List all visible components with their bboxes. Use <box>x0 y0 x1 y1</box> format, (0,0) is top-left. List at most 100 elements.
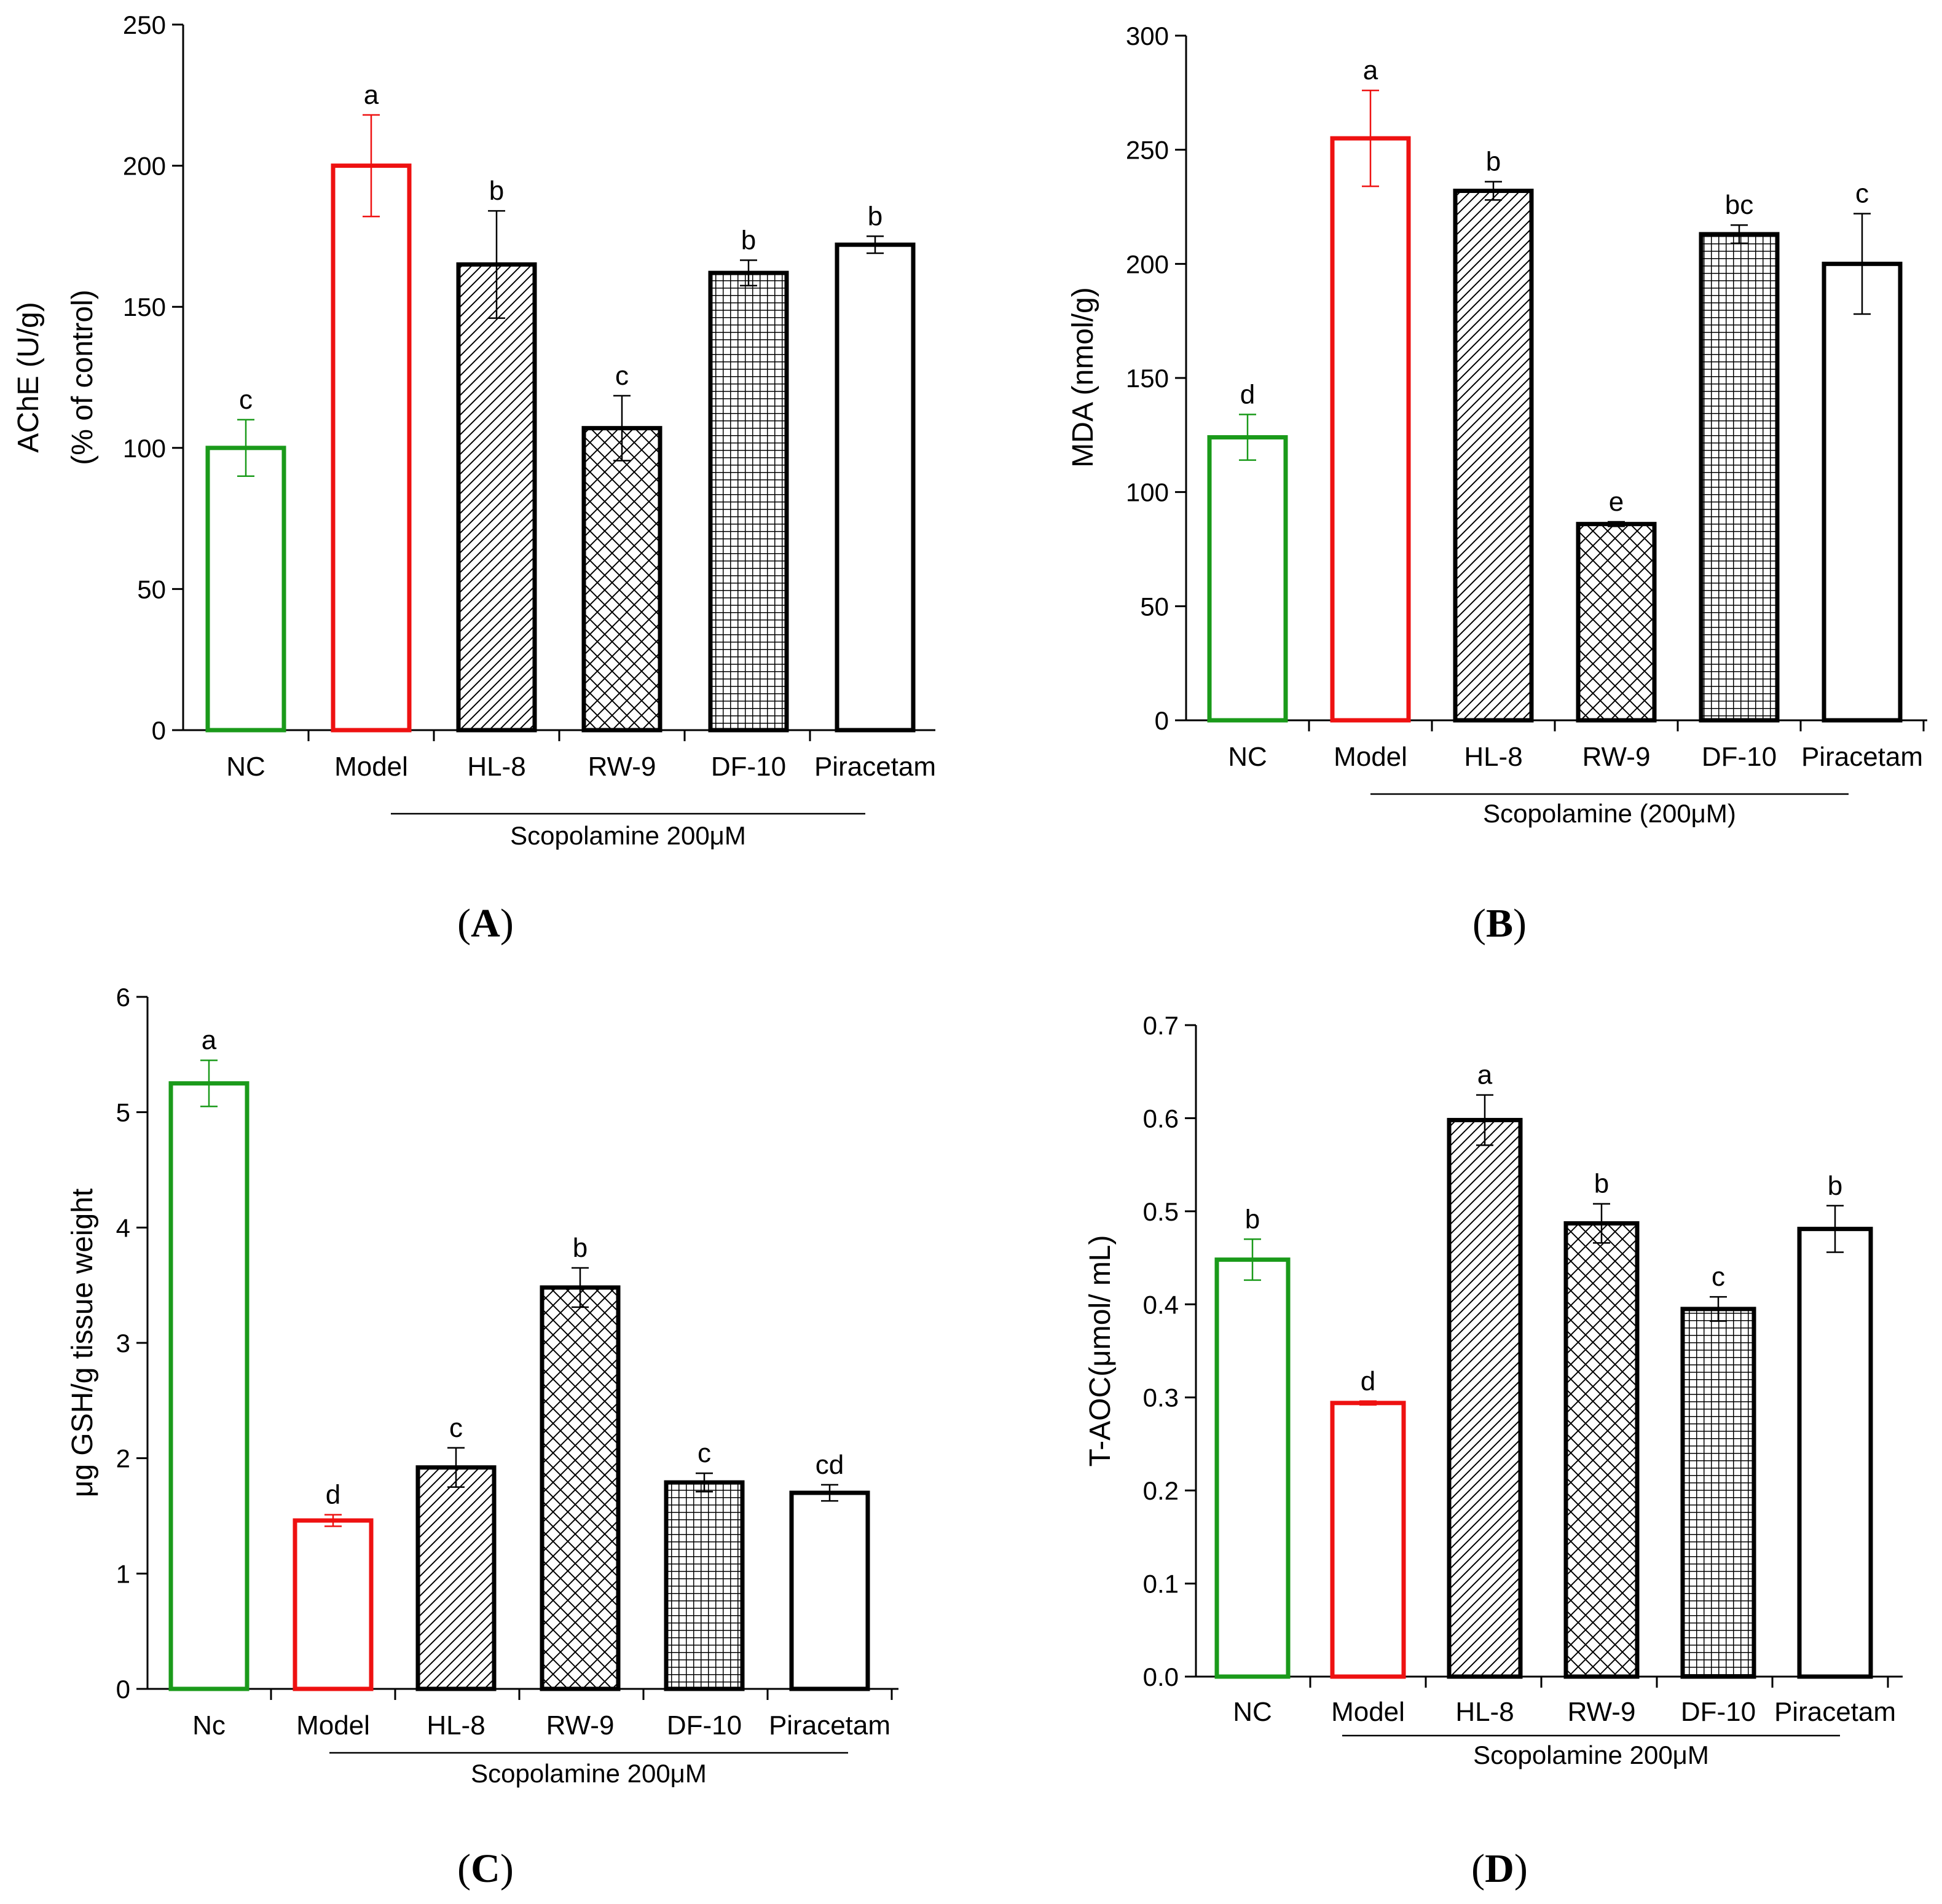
significance-letter: b <box>1486 147 1501 177</box>
panel-b: 0 50 100 150 200 250 300 d NC a Model b HL-8 e RW-9 bc D… <box>1067 22 1927 946</box>
bar-rw-9 <box>540 1285 621 1691</box>
y-axis-title: MDA (nmol/g) <box>1067 287 1099 467</box>
y-tick-label: 5 <box>116 1098 130 1127</box>
significance-letter: b <box>741 225 756 255</box>
significance-letter: c <box>449 1413 463 1443</box>
x-tick-label: Piracetam <box>1801 742 1923 772</box>
x-tick-label: Piracetam <box>1774 1697 1896 1727</box>
x-tick-label: DF-10 <box>1681 1697 1756 1727</box>
bar-model <box>293 1518 374 1691</box>
y-tick-label: 0.6 <box>1143 1104 1179 1133</box>
x-tick-label: Model <box>296 1710 370 1741</box>
bar-nc <box>1214 1257 1291 1679</box>
x-tick-label: HL-8 <box>1464 742 1522 772</box>
significance-letter: c <box>1855 179 1869 209</box>
y-tick-label: 3 <box>116 1329 130 1358</box>
x-tick-label: HL-8 <box>467 752 525 782</box>
panel-label: (D) <box>1471 1846 1528 1891</box>
x-tick-label: NC <box>1228 742 1267 772</box>
y-tick-label: 100 <box>123 434 166 463</box>
bar-nc <box>1207 435 1288 723</box>
y-tick-label: 200 <box>1126 250 1169 278</box>
bar-model <box>331 163 412 733</box>
x-tick-label: DF-10 <box>667 1710 742 1741</box>
panel-label: (B) <box>1472 901 1527 946</box>
significance-letter: a <box>202 1025 217 1055</box>
y-tick-label: 300 <box>1126 22 1169 50</box>
x-tick-label: HL-8 <box>427 1710 485 1741</box>
x-tick-label: Nc <box>192 1710 226 1741</box>
y-tick-label: 6 <box>116 983 130 1012</box>
treatment-label: Scopolamine (200μM) <box>1483 799 1736 828</box>
y-tick-label: 50 <box>1140 592 1169 621</box>
x-tick-label: Model <box>334 752 408 782</box>
x-tick-label: Model <box>1331 1697 1405 1727</box>
bar-df-10 <box>1680 1307 1756 1679</box>
x-tick-label: NC <box>1233 1697 1272 1727</box>
significance-letter: cd <box>816 1450 844 1480</box>
y-tick-label: 200 <box>123 152 166 181</box>
significance-letter: c <box>1712 1262 1725 1292</box>
y-tick-label: 150 <box>1126 364 1169 393</box>
y-tick-label: 100 <box>1126 478 1169 507</box>
x-tick-label: RW-9 <box>1568 1697 1636 1727</box>
significance-letter: b <box>1828 1171 1842 1201</box>
bar-hl-8 <box>1447 1117 1523 1679</box>
bar-piracetam <box>1797 1227 1873 1679</box>
bar-model <box>1330 1401 1406 1679</box>
y-tick-label: 1 <box>116 1559 130 1588</box>
y-tick-label: 0.4 <box>1143 1290 1179 1319</box>
y-tick-label: 0.0 <box>1143 1662 1179 1691</box>
y-tick-label: 0 <box>152 716 166 745</box>
y-tick-label: 0.5 <box>1143 1197 1179 1226</box>
bar-hl-8 <box>1453 189 1534 723</box>
panel-d: 0.0 0.1 0.2 0.3 0.4 0.5 0.6 0.7 b NC d Model a HL-8 b R… <box>1084 1011 1903 1891</box>
bar-df-10 <box>1699 232 1780 723</box>
y-tick-label: 0.2 <box>1143 1476 1179 1505</box>
x-tick-label: NC <box>226 752 265 782</box>
y-axis-title: μg GSH/g tissue weight <box>66 1189 99 1498</box>
x-tick-label: Piracetam <box>814 752 936 782</box>
y-tick-label: 250 <box>123 10 166 39</box>
significance-letter: d <box>326 1480 340 1510</box>
bar-rw-9 <box>581 426 662 733</box>
bar-df-10 <box>664 1480 745 1691</box>
treatment-label: Scopolamine 200μM <box>510 821 746 850</box>
significance-letter: bc <box>1725 190 1753 220</box>
x-tick-label: DF-10 <box>1702 742 1777 772</box>
x-tick-label: HL-8 <box>1455 1697 1514 1727</box>
significance-letter: c <box>239 385 253 415</box>
x-tick-label: RW-9 <box>546 1710 615 1741</box>
bar-df-10 <box>708 270 789 733</box>
bar-nc <box>205 446 286 733</box>
treatment-label: Scopolamine 200μM <box>1473 1741 1709 1769</box>
y-axis-title: AChE (U/g) <box>12 302 45 452</box>
x-tick-label: Piracetam <box>769 1710 890 1741</box>
panel-c: 0 1 2 3 4 5 6 a Nc d Model c HL-8 b RW-9 c DF-10 cd Pirace… <box>66 983 898 1891</box>
y-tick-label: 50 <box>137 575 166 604</box>
significance-letter: b <box>489 176 504 206</box>
panel-label: (C) <box>457 1846 514 1891</box>
bar-piracetam <box>789 1490 870 1691</box>
y-axis-title: T-AOC(μmol/ mL) <box>1084 1235 1117 1467</box>
y-tick-label: 150 <box>123 293 166 321</box>
significance-letter: b <box>573 1233 588 1263</box>
y-tick-label: 0 <box>1155 706 1169 735</box>
x-tick-label: RW-9 <box>1582 742 1651 772</box>
y-tick-label: 250 <box>1126 136 1169 165</box>
x-tick-label: Model <box>1334 742 1407 772</box>
y-tick-label: 0.1 <box>1143 1570 1179 1599</box>
significance-letter: b <box>1594 1169 1609 1199</box>
bar-rw-9 <box>1576 522 1657 723</box>
significance-letter: d <box>1240 379 1255 409</box>
significance-letter: d <box>1361 1366 1375 1396</box>
y-tick-label: 0 <box>116 1675 130 1704</box>
significance-letter: c <box>698 1438 711 1468</box>
panel-label: (A) <box>457 901 514 946</box>
bar-rw-9 <box>1563 1221 1640 1679</box>
y-axis-subtitle: (% of control) <box>66 289 99 465</box>
y-tick-label: 0.3 <box>1143 1383 1179 1412</box>
bar-nc <box>168 1081 250 1691</box>
y-tick-label: 0.7 <box>1143 1011 1179 1040</box>
bar-piracetam <box>835 242 916 733</box>
